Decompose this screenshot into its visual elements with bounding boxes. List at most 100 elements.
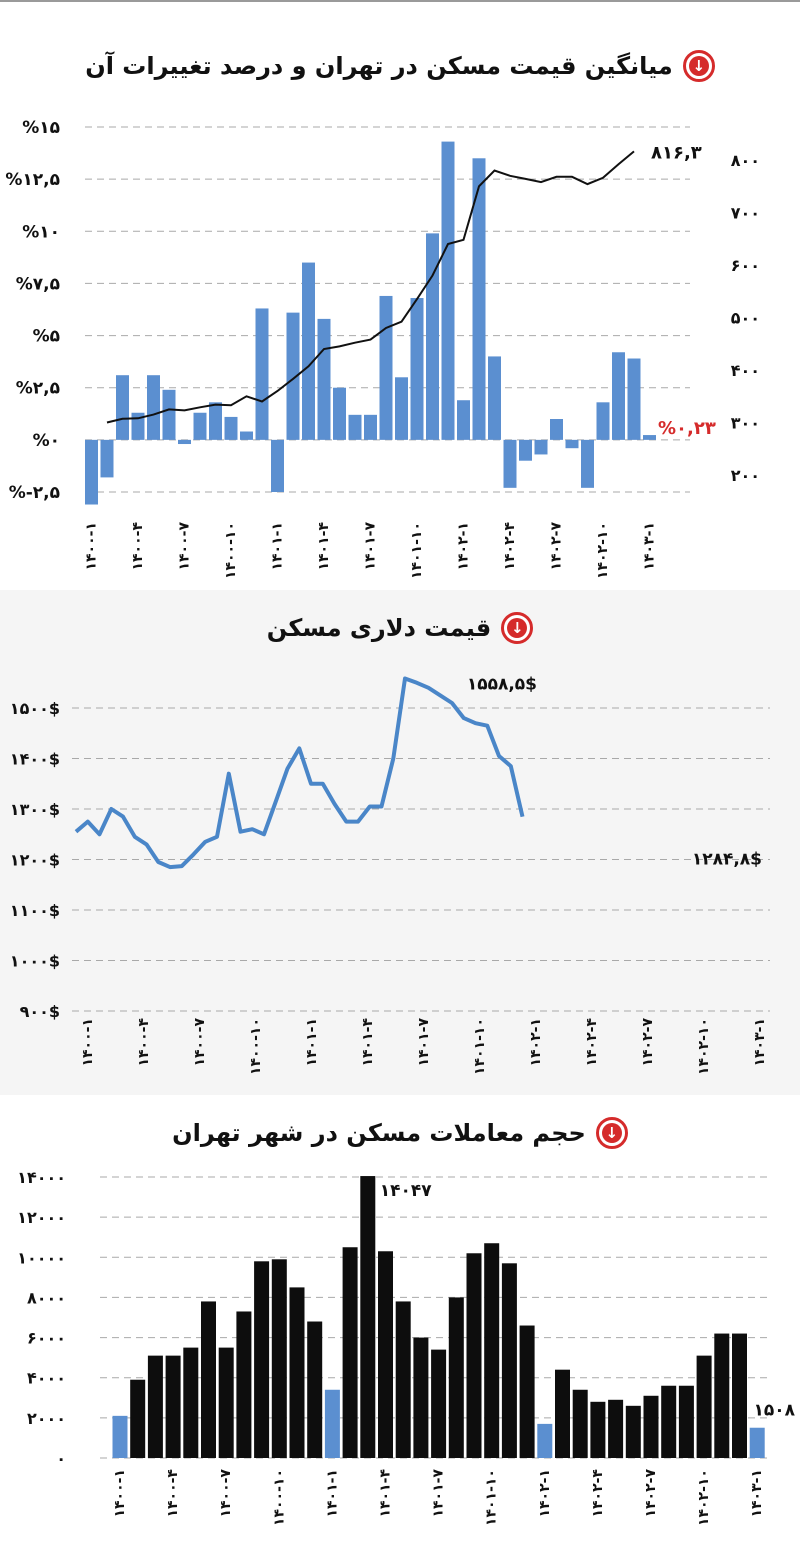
x-tick-label: ۱۴۰۰-۷ (177, 522, 193, 571)
y-tick-label: ۱۲۰۰$ (10, 851, 60, 870)
bar (317, 318, 331, 440)
bar (131, 412, 145, 440)
y-tick-label: ۸۰۰۰ (27, 1288, 66, 1307)
bar (378, 1251, 393, 1458)
bar (714, 1333, 730, 1458)
bar (348, 414, 362, 440)
x-tick-label: ۱۴۰۱-۱۰ (472, 1018, 488, 1075)
bar (286, 312, 300, 440)
x-tick-label: ۱۴۰۲-۴ (590, 1469, 606, 1518)
bar (519, 439, 532, 461)
y-tick-label: ۴۰۰۰ (27, 1369, 66, 1388)
bar (749, 1427, 765, 1458)
bar (289, 1287, 305, 1458)
x-tick-label: ۱۴۰۰-۷ (218, 1469, 234, 1518)
y2-tick-label: ۵۰۰ (731, 309, 760, 328)
chart1-svg: %۱۵ %۱۲,۵ %۱۰ %۷,۵ %۵ %۲,۵ %۰ %-۲,۵ ۸۰۰ ۷۰۰ ۶۰۰ ۵۰۰… (5, 118, 760, 579)
x-tick-label: ۱۴۰۱-۷ (431, 1469, 447, 1518)
x-tick-label: ۱۴۰۰-۴ (165, 1469, 181, 1518)
top-border (0, 0, 800, 2)
y-tick-label: ۲۰۰۰ (27, 1409, 66, 1428)
bar (116, 375, 129, 440)
bar (333, 387, 346, 440)
bar (596, 402, 610, 440)
x-tick-label: ۱۴۰۲-۴ (584, 1018, 600, 1067)
x-tick-label: ۱۴۰۲-۱۰ (696, 1469, 712, 1526)
x-tick-label: ۱۴۰۰-۷ (192, 1018, 208, 1067)
bar (519, 1325, 535, 1458)
y-tick-label: %۱۵ (22, 118, 60, 138)
y2-tick-label: ۴۰۰ (731, 361, 760, 380)
x-tick-label: ۱۴۰۱-۴ (360, 1018, 376, 1067)
bar (324, 1389, 340, 1458)
bar (503, 439, 517, 488)
bar (550, 419, 563, 440)
y-tick-label: %۱۲,۵ (5, 170, 60, 190)
x-tick-label: ۱۴۰۳-۱ (749, 1469, 765, 1518)
x-tick-label: ۱۴۰۱-۱ (304, 1018, 320, 1067)
bar (240, 431, 253, 440)
y-tick-label: %۲,۵ (16, 379, 60, 399)
bar (555, 1369, 570, 1458)
x-tick-label: ۱۴۰۱-۷ (416, 1018, 432, 1067)
chart2-svg: ۱۵۰۰$ ۱۴۰۰$ ۱۳۰۰$ ۱۲۰۰$ ۱۱۰۰$ ۱۰۰۰$ ۹۰۰$ ۱۵۵۸,۵… (10, 674, 770, 1075)
y-tick-label: %-۲,۵ (9, 483, 60, 503)
x-tick-label: ۱۴۰۱-۷ (363, 522, 379, 571)
arrow-down-circle-icon: ↓ (595, 1117, 628, 1149)
price-line (106, 150, 635, 424)
x-tick-label: ۱۴۰۰-۱ (112, 1469, 128, 1518)
bar (643, 435, 656, 440)
x-tick-label: ۱۴۰۳-۱ (752, 1018, 768, 1067)
bar (581, 439, 594, 488)
dollar-price-line (74, 676, 525, 870)
y-tick-label: ۱۴۰۰۰ (17, 1168, 66, 1187)
y-tick-label: ۱۰۰۰۰ (17, 1248, 66, 1267)
y-tick-label: ۹۰۰$ (20, 1002, 60, 1021)
x-tick-label: ۱۴۰۰-۴ (130, 522, 146, 571)
bar (678, 1385, 694, 1458)
bar (218, 1347, 234, 1458)
x-tick-label: ۱۴۰۲-۴ (502, 522, 518, 571)
x-tick-label: ۱۴۰۱-۱۰ (484, 1469, 500, 1526)
y-tick-label: ۶۰۰۰ (27, 1329, 66, 1348)
y-tick-label: %۵ (33, 327, 60, 347)
bar (441, 141, 455, 440)
dollar-price-panel: ↓ قیمت دلاری مسکن ۱۵۰۰$ ۱۴۰۰$ ۱۳۰۰$ ۱۲۰۰$ ۱۱… (0, 590, 800, 1095)
bar (661, 1385, 677, 1458)
y-tick-label: ۱۵۰۰$ (10, 699, 60, 718)
chart3-svg: ۱۴۰۰۰ ۱۲۰۰۰ ۱۰۰۰۰ ۸۰۰۰ ۶۰۰۰ ۴۰۰۰ ۲۰۰۰ ۰ ۱۴۰۴۷ ۱۵۰… (17, 1168, 795, 1526)
bar (431, 1349, 447, 1458)
last-price-label: ۱۲۸۴,۸$ (692, 850, 762, 870)
bar (466, 1253, 482, 1458)
bar (178, 439, 191, 445)
bar (364, 414, 377, 440)
bar (612, 352, 625, 440)
y2-tick-label: ۳۰۰ (731, 414, 760, 433)
bar (302, 262, 315, 440)
bar (426, 233, 439, 440)
x-tick-label: ۱۴۰۱-۴ (378, 1469, 394, 1518)
bar (625, 1405, 641, 1458)
bar (590, 1401, 606, 1458)
bar (193, 412, 207, 440)
bar (534, 439, 548, 455)
bar (472, 158, 486, 440)
y2-tick-label: ۶۰۰ (731, 256, 760, 275)
x-tick-label: ۱۴۰۰-۱۰ (271, 1469, 287, 1526)
last-price-label: ۸۱۶,۳ (651, 142, 702, 163)
y-tick-label: ۱۴۰۰$ (10, 750, 60, 769)
transactions-panel: ↓ حجم معاملات مسکن در شهر تهران ۱۴۰۰۰ ۱۲۰… (0, 1095, 800, 1542)
bar (395, 1301, 411, 1458)
x-tick-label: ۱۴۰۲-۱ (528, 1018, 544, 1067)
x-tick-label: ۱۴۰۰-۴ (136, 1018, 152, 1067)
bar (85, 439, 98, 505)
bar (413, 1337, 429, 1458)
bar (209, 402, 222, 440)
y-tick-label: ۱۳۰۰$ (10, 800, 60, 819)
arrow-down-circle-icon: ↓ (501, 612, 534, 644)
y-tick-label: ۱۲۰۰۰ (17, 1208, 66, 1227)
max-label: ۱۴۰۴۷ (380, 1181, 433, 1201)
chart1-title: میانگین قیمت مسکن در تهران و درصد تغییرا… (85, 52, 673, 80)
x-tick-label: ۱۴۰۱-۱ (324, 1469, 340, 1518)
x-tick-label: ۱۴۰۰-۱ (84, 522, 100, 571)
